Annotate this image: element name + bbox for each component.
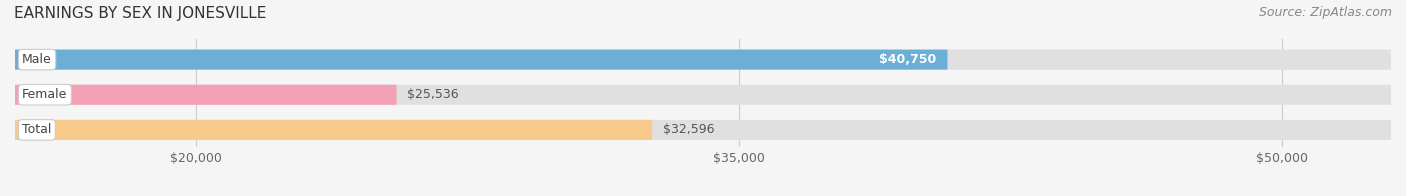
- Text: $25,536: $25,536: [408, 88, 458, 101]
- FancyBboxPatch shape: [15, 85, 396, 105]
- FancyBboxPatch shape: [15, 50, 1391, 70]
- FancyBboxPatch shape: [15, 120, 1391, 140]
- FancyBboxPatch shape: [15, 85, 1391, 105]
- FancyBboxPatch shape: [15, 50, 948, 70]
- Text: Source: ZipAtlas.com: Source: ZipAtlas.com: [1258, 6, 1392, 19]
- Text: $32,596: $32,596: [664, 123, 714, 136]
- Text: $40,750: $40,750: [879, 53, 936, 66]
- Text: EARNINGS BY SEX IN JONESVILLE: EARNINGS BY SEX IN JONESVILLE: [14, 6, 266, 21]
- Text: Male: Male: [22, 53, 52, 66]
- Text: Female: Female: [22, 88, 67, 101]
- Text: Total: Total: [22, 123, 52, 136]
- FancyBboxPatch shape: [15, 120, 652, 140]
